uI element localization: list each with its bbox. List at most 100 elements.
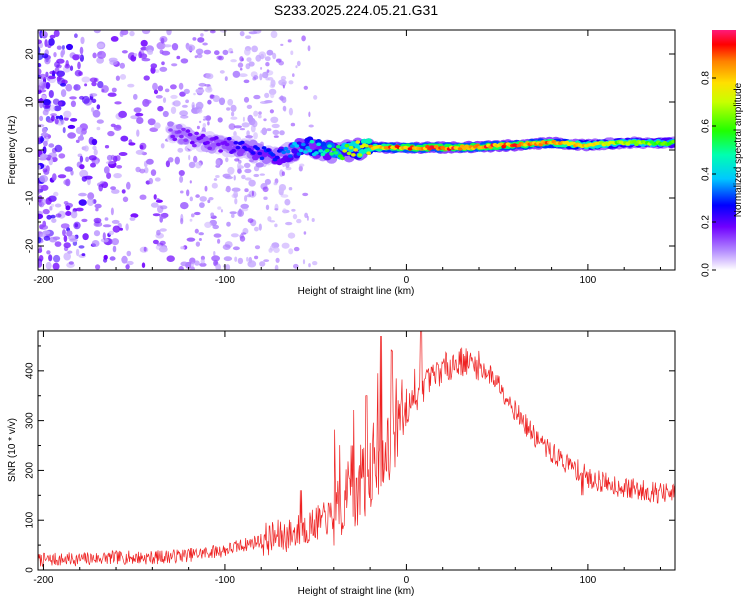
noise-speckle: [254, 245, 261, 250]
ridge-mark: [207, 146, 213, 151]
noise-speckle: [38, 89, 42, 95]
noise-speckle: [42, 168, 48, 173]
noise-speckle: [103, 258, 108, 263]
noise-speckle: [183, 88, 190, 95]
noise-speckle: [113, 124, 122, 131]
noise-speckle: [219, 70, 225, 74]
noise-speckle: [38, 236, 42, 244]
noise-speckle: [230, 51, 234, 54]
noise-speckle: [74, 33, 78, 38]
noise-speckle: [159, 228, 167, 232]
noise-speckle: [266, 49, 274, 56]
noise-speckle: [246, 104, 253, 109]
noise-speckle: [186, 189, 190, 197]
noise-speckle: [239, 128, 245, 131]
noise-speckle: [158, 246, 168, 253]
ridge-mark: [181, 127, 186, 132]
noise-speckle: [202, 123, 207, 128]
ridge-mark: [172, 137, 178, 142]
noise-speckle: [237, 257, 244, 265]
ridge-mark: [333, 151, 339, 155]
ridge-mark: [346, 151, 352, 156]
noise-speckle: [196, 125, 200, 130]
noise-speckle: [126, 181, 131, 190]
noise-speckle: [81, 218, 88, 223]
noise-speckle: [265, 61, 270, 67]
noise-speckle: [92, 109, 101, 118]
noise-speckle: [162, 97, 167, 103]
ridge-mark: [194, 131, 200, 136]
noise-speckle: [65, 211, 72, 216]
ridge-mark: [305, 146, 311, 150]
noise-speckle: [97, 43, 105, 49]
noise-speckle: [241, 122, 250, 128]
noise-speckle: [112, 225, 121, 233]
noise-speckle: [79, 46, 84, 55]
noise-speckle: [87, 192, 95, 200]
noise-speckle: [215, 263, 221, 270]
noise-speckle: [138, 51, 142, 59]
noise-speckle: [163, 44, 172, 48]
noise-speckle: [218, 97, 226, 106]
noise-speckle: [107, 92, 117, 97]
noise-speckle: [153, 194, 157, 200]
noise-speckle: [267, 77, 274, 81]
noise-speckle: [262, 186, 269, 193]
noise-speckle: [247, 114, 254, 123]
noise-speckle: [136, 129, 140, 137]
noise-speckle: [189, 180, 192, 184]
noise-speckle: [283, 107, 287, 112]
noise-speckle: [54, 61, 60, 68]
ridge-mark: [283, 146, 289, 151]
noise-speckle: [63, 252, 71, 261]
noise-speckle: [170, 84, 177, 90]
noise-speckle: [58, 101, 63, 106]
noise-speckle: [194, 260, 200, 266]
noise-speckle: [304, 212, 308, 218]
noise-speckle: [110, 207, 114, 216]
noise-speckle: [279, 130, 285, 136]
ridge-mark: [365, 138, 373, 144]
ridge-mark: [231, 148, 237, 153]
noise-speckle: [42, 53, 49, 59]
noise-speckle: [195, 48, 204, 55]
noise-speckle: [106, 172, 112, 179]
noise-speckle: [52, 173, 57, 181]
noise-speckle: [155, 95, 163, 99]
ridge-mark: [185, 129, 191, 133]
noise-speckle: [53, 254, 61, 263]
noise-speckle: [121, 50, 128, 54]
noise-speckle: [167, 157, 174, 163]
noise-speckle: [189, 196, 193, 202]
noise-speckle: [180, 202, 189, 210]
noise-speckle: [165, 160, 170, 168]
ridge-mark: [175, 124, 183, 130]
ridge-mark: [307, 148, 313, 153]
noise-speckle: [223, 256, 233, 262]
noise-speckle: [244, 195, 248, 202]
noise-speckle: [100, 180, 105, 184]
noise-speckle: [239, 67, 243, 71]
ridge-mark: [216, 142, 221, 147]
noise-speckle: [90, 162, 96, 168]
snr-series: [38, 331, 675, 567]
colorbar-tick-label: 0.2: [701, 215, 712, 229]
ridge-mark: [168, 128, 173, 132]
noise-speckle: [107, 130, 115, 137]
snr-panel: -200 -100 0 100 0 100 200 300 400 Height of stra…: [7, 330, 676, 597]
noise-speckle: [38, 46, 41, 55]
noise-speckle: [88, 155, 97, 161]
ridge-mark: [309, 139, 315, 144]
noise-speckle: [227, 98, 234, 106]
noise-speckle: [60, 223, 70, 229]
noise-speckle: [233, 175, 236, 181]
noise-speckle: [121, 189, 126, 194]
noise-speckle: [213, 233, 222, 238]
noise-speckle: [115, 75, 120, 81]
noise-speckle: [312, 261, 318, 266]
noise-speckle: [111, 87, 117, 93]
noise-speckle: [209, 30, 216, 34]
noise-speckle: [135, 112, 144, 117]
noise-speckle: [101, 85, 109, 93]
noise-speckle: [197, 37, 205, 43]
